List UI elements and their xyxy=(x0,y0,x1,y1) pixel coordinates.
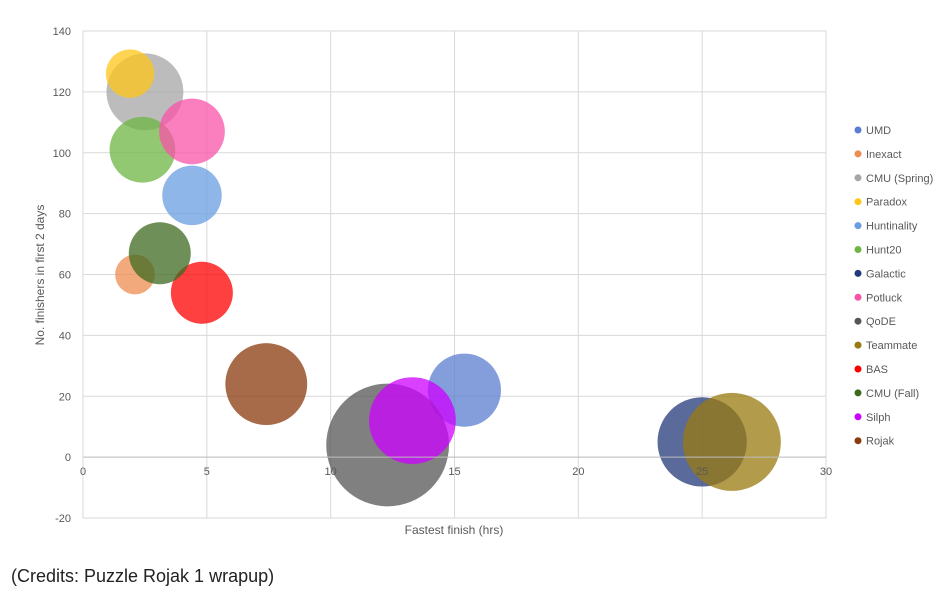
legend-label: QoDE xyxy=(866,316,896,328)
legend-item: BAS xyxy=(854,364,888,376)
legend-label: CMU (Fall) xyxy=(866,388,919,400)
legend-item: Teammate xyxy=(854,340,917,352)
legend-label: CMU (Spring) xyxy=(866,173,933,185)
legend-marker xyxy=(854,389,862,397)
y-tick-label: 0 xyxy=(65,452,71,464)
bubble-rojak xyxy=(225,343,308,425)
legend-item: Potluck xyxy=(854,292,903,304)
caption-text: (Credits: Puzzle Rojak 1 wrapup) xyxy=(11,566,275,586)
axes xyxy=(82,31,826,518)
x-tick-label: 25 xyxy=(696,466,708,478)
bubble-teammate xyxy=(682,392,781,491)
legend-marker xyxy=(854,317,862,325)
legend-item: Rojak xyxy=(854,436,895,448)
legend-label: UMD xyxy=(866,125,891,137)
legend-marker xyxy=(854,126,862,134)
legend-label: Potluck xyxy=(866,292,903,304)
legend-marker xyxy=(854,269,862,277)
legend: UMD Inexact CMU (Spring) Paradox Huntinality… xyxy=(854,125,933,448)
legend-marker xyxy=(854,246,862,253)
legend-marker xyxy=(854,150,862,158)
legend-label: Paradox xyxy=(866,197,907,209)
legend-label: Huntinality xyxy=(866,221,918,233)
y-tick-label: 40 xyxy=(59,330,71,342)
y-tick-label: 120 xyxy=(53,87,71,99)
bubble-bas xyxy=(170,261,233,324)
x-tick-label: 30 xyxy=(820,466,832,478)
legend-label: Galactic xyxy=(866,268,906,280)
legend-item: Paradox xyxy=(854,197,907,209)
legend-label: Silph xyxy=(866,412,890,424)
legend-item: Inexact xyxy=(854,149,901,161)
legend-marker xyxy=(854,222,862,230)
legend-item: Huntinality xyxy=(854,221,918,233)
x-tick-label: 5 xyxy=(204,466,210,478)
legend-label: BAS xyxy=(866,364,888,376)
legend-marker xyxy=(854,198,862,206)
legend-label: Hunt20 xyxy=(866,245,901,257)
bubble-potluck xyxy=(159,98,225,165)
legend-item: CMU (Spring) xyxy=(854,173,933,185)
legend-label: Teammate xyxy=(866,340,917,352)
bubble-hunt20 xyxy=(109,116,176,183)
legend-label: Rojak xyxy=(866,436,895,448)
bubble-chart: 0 5 10 15 20 25 30 -20 0 20 40 60 80 100 120 140 Fastes… xyxy=(33,26,934,537)
legend-marker xyxy=(854,341,862,349)
bubbles xyxy=(105,49,781,507)
legend-item: Silph xyxy=(854,412,890,424)
legend-marker xyxy=(854,293,862,301)
y-tick-label: 80 xyxy=(59,209,71,221)
y-axis-title: No. finishers in first 2 days xyxy=(33,205,47,346)
y-tick-label: 60 xyxy=(59,270,71,282)
legend-item: Galactic xyxy=(854,268,906,280)
bubble-paradox xyxy=(105,49,155,98)
x-axis-title: Fastest finish (hrs) xyxy=(405,523,504,537)
tick-labels: 0 5 10 15 20 25 30 -20 0 20 40 60 80 100 120 140 xyxy=(53,26,832,525)
legend-marker xyxy=(854,413,862,421)
x-tick-label: 20 xyxy=(572,466,584,478)
legend-marker xyxy=(854,437,862,445)
bubble-cmu-fall xyxy=(128,222,191,285)
x-tick-label: 15 xyxy=(448,466,460,478)
legend-item: Hunt20 xyxy=(854,245,901,257)
bubble-silph xyxy=(368,377,456,464)
legend-item: CMU (Fall) xyxy=(854,388,919,400)
y-tick-label: -20 xyxy=(55,513,71,525)
y-tick-label: 100 xyxy=(53,148,71,160)
x-tick-label: 0 xyxy=(80,466,86,478)
chart-svg: 0 5 10 15 20 25 30 -20 0 20 40 60 80 100 120 140 Fastes… xyxy=(33,26,934,537)
legend-marker xyxy=(854,365,862,373)
y-tick-label: 140 xyxy=(53,26,71,38)
legend-item: UMD xyxy=(854,125,891,137)
x-tick-label: 10 xyxy=(325,466,337,478)
legend-item: QoDE xyxy=(854,316,896,328)
y-tick-label: 20 xyxy=(59,391,71,403)
legend-marker xyxy=(854,174,862,182)
legend-label: Inexact xyxy=(866,149,901,161)
bubble-huntinality xyxy=(162,165,222,226)
